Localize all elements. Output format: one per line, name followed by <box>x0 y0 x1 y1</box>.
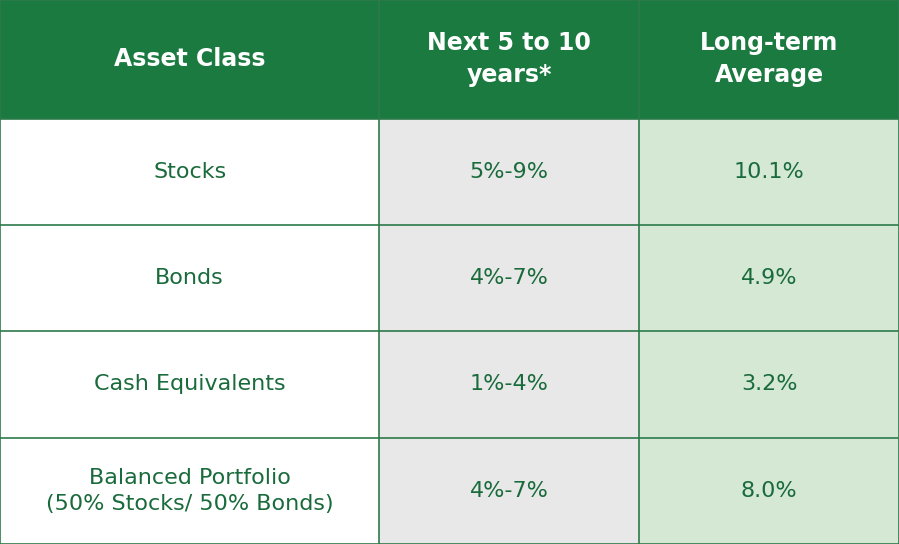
Text: 1%-4%: 1%-4% <box>470 374 548 394</box>
Text: Balanced Portfolio
(50% Stocks/ 50% Bonds): Balanced Portfolio (50% Stocks/ 50% Bond… <box>46 468 334 514</box>
Bar <box>0 225 379 331</box>
Text: Long-term
Average: Long-term Average <box>700 32 838 87</box>
Bar <box>639 225 899 331</box>
Text: 10.1%: 10.1% <box>734 162 805 182</box>
Text: Cash Equivalents: Cash Equivalents <box>93 374 286 394</box>
Bar <box>379 119 639 225</box>
Bar <box>639 331 899 437</box>
Text: Stocks: Stocks <box>153 162 227 182</box>
Text: Asset Class: Asset Class <box>114 47 265 71</box>
Bar <box>639 437 899 544</box>
Text: Bonds: Bonds <box>156 268 224 288</box>
Text: Next 5 to 10
years*: Next 5 to 10 years* <box>427 32 592 87</box>
Bar <box>639 119 899 225</box>
Text: 5%-9%: 5%-9% <box>470 162 548 182</box>
Bar <box>379 437 639 544</box>
Text: 3.2%: 3.2% <box>741 374 797 394</box>
Bar <box>0 0 379 119</box>
Bar <box>639 0 899 119</box>
Bar <box>379 331 639 437</box>
Bar <box>0 437 379 544</box>
Text: 4%-7%: 4%-7% <box>470 268 548 288</box>
Bar <box>0 331 379 437</box>
Bar <box>379 0 639 119</box>
Bar <box>0 119 379 225</box>
Text: 4.9%: 4.9% <box>741 268 797 288</box>
Text: 8.0%: 8.0% <box>741 481 797 501</box>
Bar <box>379 225 639 331</box>
Text: 4%-7%: 4%-7% <box>470 481 548 501</box>
